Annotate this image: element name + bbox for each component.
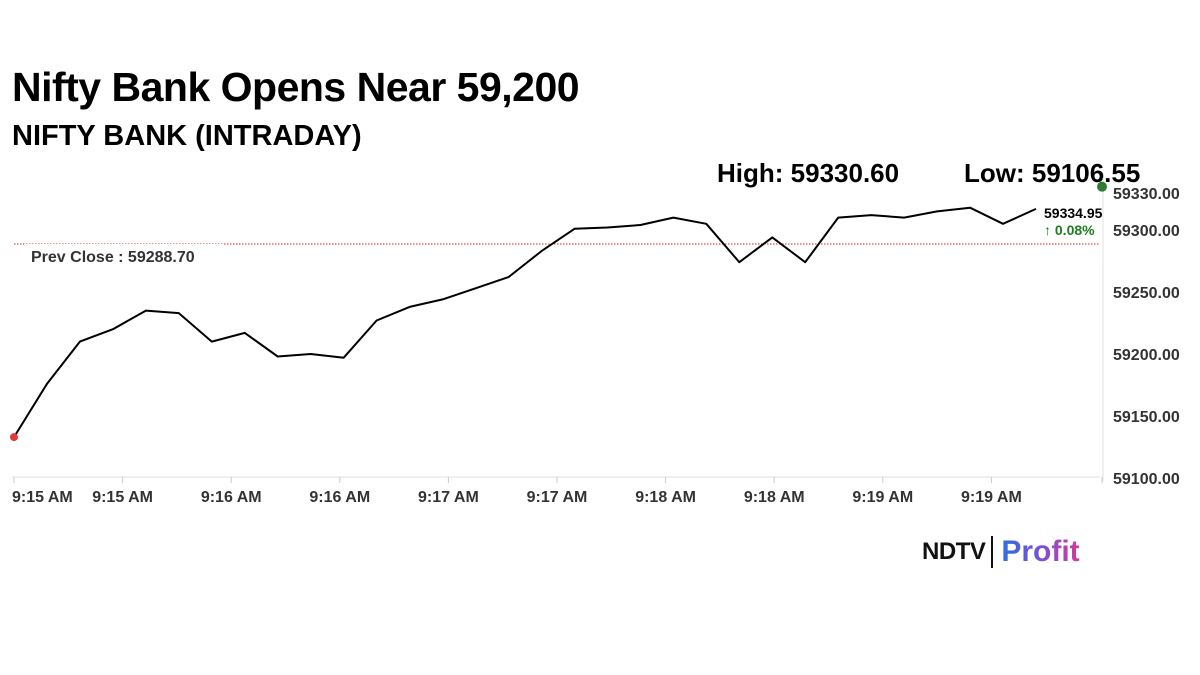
x-tick-label: 9:19 AM xyxy=(961,489,1022,506)
prev-close-label-bg xyxy=(24,244,224,266)
y-tick-label: 59330.00 xyxy=(1113,186,1180,203)
y-tick-label: 59200.00 xyxy=(1113,347,1180,364)
prev-close-label: Prev Close : 59288.70 xyxy=(31,249,195,266)
x-tick-label: 9:16 AM xyxy=(201,489,262,506)
y-tick-label: 59150.00 xyxy=(1113,409,1180,426)
x-tick-label: 9:18 AM xyxy=(635,489,696,506)
y-tick-label: 59250.00 xyxy=(1113,285,1180,302)
logo-profit-text: Profit xyxy=(1001,535,1080,568)
change-percent-label: ↑ 0.08% xyxy=(1044,222,1095,238)
x-tick-label: 9:15 AM xyxy=(92,489,153,506)
last-value-label: 59334.95 xyxy=(1044,205,1103,221)
logo-ndtv-text: NDTV xyxy=(922,538,986,565)
end-point-marker xyxy=(1097,181,1107,192)
ndtv-profit-logo: NDTV Profit xyxy=(922,534,1080,570)
x-tick-label: 9:17 AM xyxy=(418,489,479,506)
chart-subtitle: NIFTY BANK (INTRADAY) xyxy=(12,120,362,152)
x-tick-label: 9:15 AM xyxy=(12,489,73,506)
high-value-label: High: 59330.60 xyxy=(717,158,900,188)
series-line-nifty-bank xyxy=(13,206,1037,438)
low-value-label: Low: 59106.55 xyxy=(964,158,1141,188)
y-tick-label: 59300.00 xyxy=(1113,223,1180,240)
x-tick-label: 9:16 AM xyxy=(309,489,370,506)
chart-title: Nifty Bank Opens Near 59,200 xyxy=(12,64,580,110)
y-tick-label: 59100.00 xyxy=(1113,471,1180,488)
x-tick-label: 9:17 AM xyxy=(527,489,588,506)
y-tick-labels: 59100.00 59150.00 59200.00 59250.00 59300.00… xyxy=(1113,186,1180,488)
x-tick-labels: 9:15 AM 9:15 AM 9:16 AM 9:16 AM 9:17 AM 9:17 … xyxy=(12,489,1022,506)
x-tick-marks xyxy=(13,477,1103,483)
start-point-marker xyxy=(10,433,18,442)
x-tick-label: 9:19 AM xyxy=(852,489,913,506)
logo-divider xyxy=(991,536,994,568)
x-tick-label: 9:18 AM xyxy=(744,489,805,506)
